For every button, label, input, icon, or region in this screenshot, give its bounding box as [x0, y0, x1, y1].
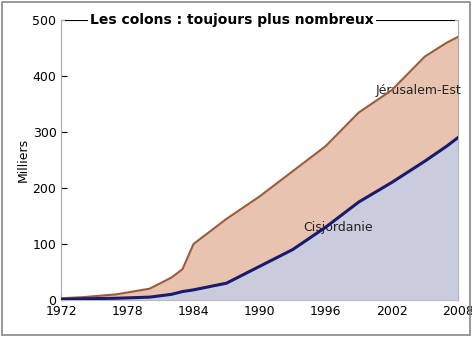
- Text: Les colons : toujours plus nombreux: Les colons : toujours plus nombreux: [90, 13, 374, 27]
- Text: Jérusalem-Est: Jérusalem-Est: [375, 84, 461, 97]
- Y-axis label: Milliers: Milliers: [17, 138, 30, 182]
- Text: Cisjordanie: Cisjordanie: [303, 221, 373, 234]
